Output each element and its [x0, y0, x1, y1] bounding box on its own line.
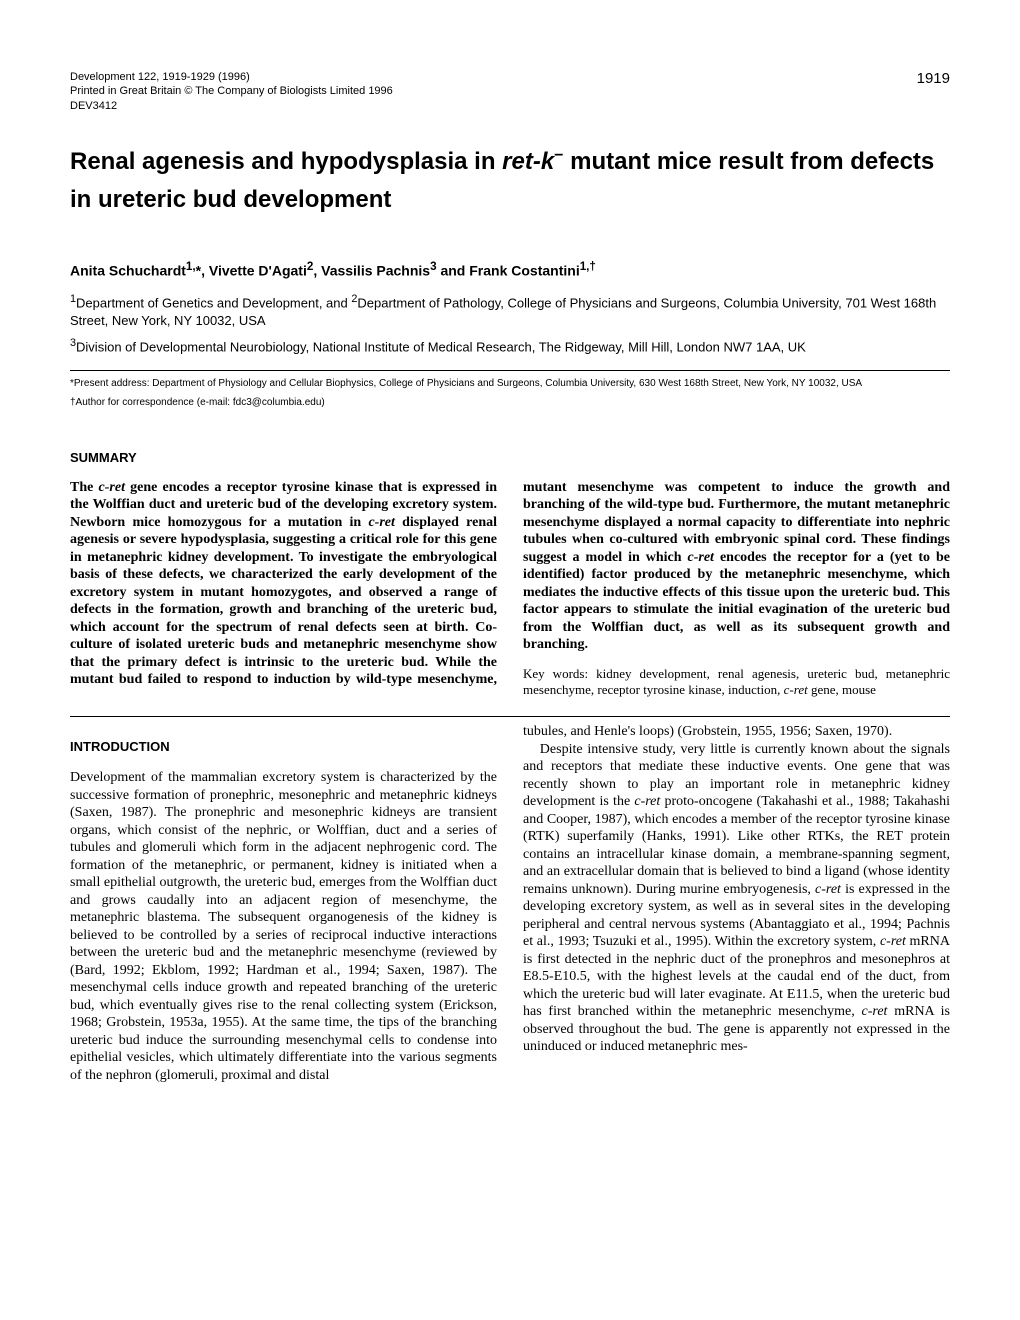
- journal-line-1: Development 122, 1919-1929 (1996): [70, 70, 950, 84]
- page-number: 1919: [917, 70, 950, 87]
- title-prefix: Renal agenesis and hypodysplasia in: [70, 148, 502, 175]
- summary-body: The c-ret gene encodes a receptor tyrosi…: [70, 479, 950, 699]
- intro-paragraph-left: Development of the mammalian excretory s…: [70, 769, 497, 1084]
- title-superscript: −: [554, 147, 563, 164]
- affiliation-rule: [70, 370, 950, 371]
- journal-line-3: DEV3412: [70, 99, 950, 113]
- intro-col2-p2: Despite intensive study, very little is …: [523, 741, 950, 1056]
- journal-line-2: Printed in Great Britain © The Company o…: [70, 84, 950, 98]
- intro-col2-p1: tubules, and Henle's loops) (Grobstein, …: [523, 723, 950, 741]
- keywords: Key words: kidney development, renal age…: [523, 666, 950, 699]
- affiliation-2: 3Division of Developmental Neurobiology,…: [70, 336, 950, 356]
- summary-heading: SUMMARY: [70, 450, 950, 465]
- intro-heading: INTRODUCTION: [70, 739, 497, 755]
- summary-text: The c-ret gene encodes a receptor tyrosi…: [70, 480, 950, 688]
- title-gene: ret-k: [502, 148, 554, 175]
- summary-rule: [70, 716, 950, 717]
- affiliation-1: 1Department of Genetics and Development,…: [70, 292, 950, 329]
- introduction-body: INTRODUCTION Development of the mammalia…: [70, 723, 950, 1084]
- article-title: Renal agenesis and hypodysplasia in ret-…: [70, 143, 950, 220]
- present-address: *Present address: Department of Physiolo…: [70, 377, 950, 391]
- corresponding-author: †Author for correspondence (e-mail: fdc3…: [70, 396, 950, 410]
- author-list: Anita Schuchardt1,*, Vivette D'Agati2, V…: [70, 260, 950, 279]
